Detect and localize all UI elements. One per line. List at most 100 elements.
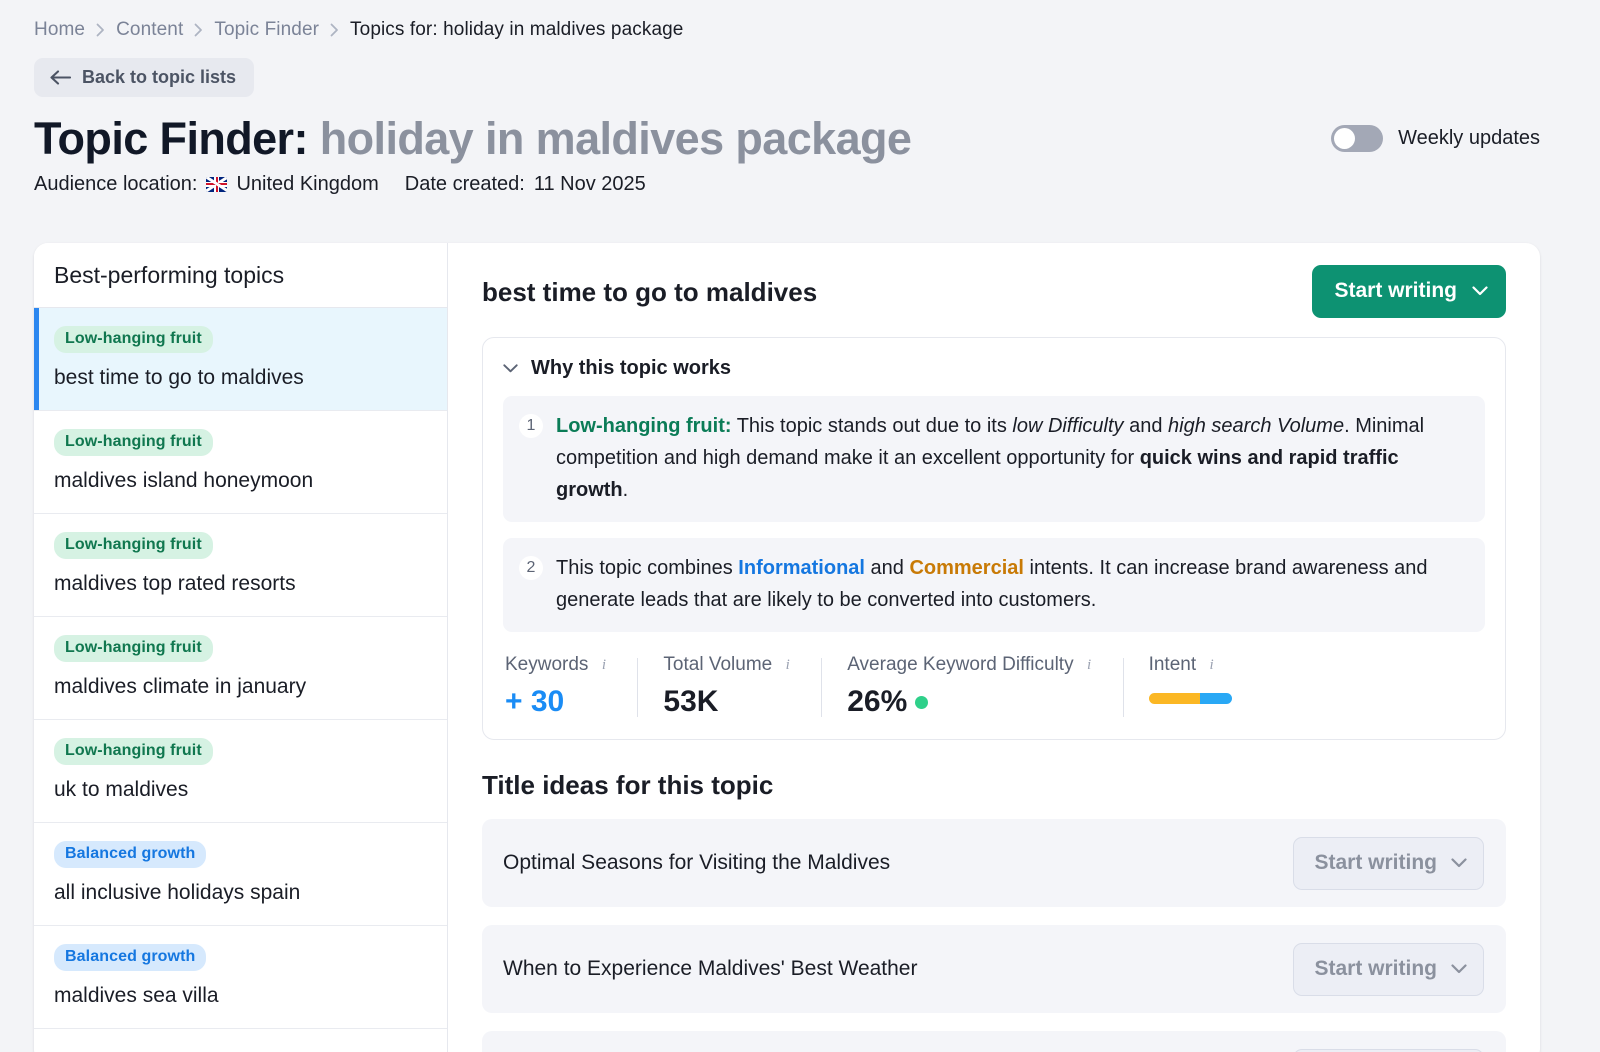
difficulty-status-dot xyxy=(915,695,929,709)
intent-segment-informational xyxy=(1148,693,1201,704)
info-icon[interactable]: i xyxy=(1086,656,1092,673)
info-icon[interactable]: i xyxy=(601,656,606,673)
metric-value: + 30 xyxy=(505,685,565,718)
topic-name: best time to go to maldives xyxy=(54,366,304,389)
breadcrumb-item-home[interactable]: Home xyxy=(34,19,86,40)
metric-value-wrap: 26% xyxy=(847,685,1096,719)
reason-part: . Minimal competition and high demand ma… xyxy=(556,415,1425,469)
chevron-right-icon xyxy=(194,23,203,37)
info-icon[interactable]: i xyxy=(1209,656,1214,673)
topic-name: maldives sea villa xyxy=(54,984,219,1007)
sidebar-topic-item[interactable]: Low-hanging fruit maldives top rated res… xyxy=(34,514,447,617)
reason-part: . xyxy=(622,479,629,501)
date-created: Date created: 11 Nov 2025 xyxy=(405,173,646,196)
title-row: Topic Finder: holiday in maldives packag… xyxy=(34,115,1566,163)
breadcrumb-item-topic-finder[interactable]: Topic Finder xyxy=(214,19,320,40)
chevron-right-icon xyxy=(330,23,339,37)
breadcrumb: Home Content Topic Finder Topics for: ho… xyxy=(34,0,1566,41)
title-idea-row: Start writing xyxy=(482,1031,1506,1052)
reason-part: and xyxy=(864,557,910,579)
chevron-right-icon xyxy=(96,23,105,37)
arrow-left-icon xyxy=(50,70,71,85)
metrics-row: Keywords i + 30 Total Volume i 53K xyxy=(503,654,1485,719)
page-title: Topic Finder: holiday in maldives packag… xyxy=(34,113,912,164)
chevron-down-icon xyxy=(1451,857,1467,868)
metric-label-text: Total Volume xyxy=(663,654,773,675)
topic-name: maldives island honeymoon xyxy=(54,469,314,492)
audience-location-label: Audience location: xyxy=(34,172,198,195)
back-to-topic-lists-button[interactable]: Back to topic lists xyxy=(34,58,255,97)
title-idea-text: Optimal Seasons for Visiting the Maldive… xyxy=(503,851,891,874)
selected-topic-title: best time to go to maldives xyxy=(482,277,818,307)
reason-part-bold: quick wins and rapid traffic growth xyxy=(556,447,1399,501)
sidebar-topic-item[interactable]: Low-hanging fruit maldives island honeym… xyxy=(34,411,447,514)
topic-name: all inclusive holidays spain xyxy=(54,881,301,904)
reason-part-italic: low Difficulty xyxy=(1012,415,1124,437)
start-writing-label: Start writing xyxy=(1314,850,1437,874)
reason-text: Low-hanging fruit: This topic stands out… xyxy=(556,410,1467,506)
status-badge: Low-hanging fruit xyxy=(54,635,213,662)
toggle-knob xyxy=(1334,128,1356,150)
start-writing-button[interactable]: Start writing xyxy=(1293,942,1484,996)
metric-label-text: Keywords xyxy=(505,654,589,675)
sidebar-topic-item[interactable]: Low-hanging fruit maldives climate in ja… xyxy=(34,617,447,720)
reason-part: This topic stands out due to its xyxy=(731,415,1013,437)
start-writing-button[interactable]: Start writing xyxy=(1293,1048,1484,1052)
status-badge: Low-hanging fruit xyxy=(54,326,213,353)
info-icon[interactable]: i xyxy=(785,656,790,673)
start-writing-button[interactable]: Start writing xyxy=(1312,265,1506,318)
date-created-value: 11 Nov 2025 xyxy=(533,172,646,195)
metric-label-text: Intent xyxy=(1148,654,1197,675)
status-badge: Low-hanging fruit xyxy=(54,532,213,559)
chevron-down-icon xyxy=(503,364,518,373)
metric-label: Average Keyword Difficulty i xyxy=(847,654,1096,676)
weekly-updates-toggle[interactable] xyxy=(1331,125,1384,153)
topic-name: maldives top rated resorts xyxy=(54,572,296,595)
status-badge: Balanced growth xyxy=(54,841,207,868)
reason-highlight-low-hanging-fruit: Low-hanging fruit: xyxy=(556,415,732,437)
page-title-keyword: holiday in maldives package xyxy=(319,113,912,164)
start-writing-label: Start writing xyxy=(1334,279,1457,302)
uk-flag-icon xyxy=(206,176,228,192)
intent-distribution-bar xyxy=(1148,693,1232,704)
sidebar-topic-item[interactable]: Balanced growth maldives sea villa xyxy=(34,926,447,1029)
sidebar-topic-item[interactable]: Low-hanging fruit uk to maldives xyxy=(34,720,447,823)
date-created-label: Date created: xyxy=(404,172,525,195)
reason-text: This topic combines Informational and Co… xyxy=(556,552,1467,616)
weekly-updates-label: Weekly updates xyxy=(1398,127,1540,150)
title-ideas-heading: Title ideas for this topic xyxy=(482,770,774,800)
status-badge: Balanced growth xyxy=(54,944,207,971)
why-this-topic-works-panel: Why this topic works 1 Low-hanging fruit… xyxy=(482,337,1506,740)
reason-item: 1 Low-hanging fruit: This topic stands o… xyxy=(503,396,1485,522)
metric-label: Total Volume i xyxy=(663,654,795,676)
metric-label: Keywords i xyxy=(505,654,611,676)
start-writing-label: Start writing xyxy=(1314,956,1437,980)
breadcrumb-item-content[interactable]: Content xyxy=(116,19,184,40)
reason-part: and xyxy=(1123,415,1169,437)
title-idea-row: When to Experience Maldives' Best Weathe… xyxy=(482,925,1506,1013)
start-writing-button[interactable]: Start writing xyxy=(1293,836,1484,890)
reason-part: intents. It can increase brand awareness… xyxy=(556,557,1428,611)
page-title-prefix: Topic Finder: xyxy=(34,113,308,164)
weekly-updates-control: Weekly updates xyxy=(1331,125,1566,153)
topic-detail-pane: best time to go to maldives Start writin… xyxy=(448,243,1540,1052)
reason-item: 2 This topic combines Informational and … xyxy=(503,538,1485,632)
metric-keywords: Keywords i + 30 xyxy=(503,654,637,719)
metric-value: 26% xyxy=(847,685,908,718)
why-panel-header[interactable]: Why this topic works xyxy=(503,357,1485,380)
metric-total-volume: Total Volume i 53K xyxy=(637,654,821,719)
reason-number: 1 xyxy=(519,414,543,438)
topic-name: maldives climate in january xyxy=(54,675,307,698)
reason-highlight-commercial: Commercial xyxy=(909,557,1024,579)
page-meta: Audience location: United Kingdom Date c… xyxy=(34,173,1566,196)
metric-average-keyword-difficulty: Average Keyword Difficulty i 26% xyxy=(821,654,1122,719)
metric-label-text: Average Keyword Difficulty xyxy=(847,654,1074,675)
sidebar-topic-item[interactable]: Balanced growth all inclusive holidays s… xyxy=(34,823,447,926)
reason-number: 2 xyxy=(519,556,543,580)
why-panel-heading: Why this topic works xyxy=(531,357,732,379)
main-card: Best-performing topics Low-hanging fruit… xyxy=(34,243,1540,1052)
metric-value: 53K xyxy=(663,685,719,718)
sidebar-topic-item[interactable]: Low-hanging fruit best time to go to mal… xyxy=(34,308,447,411)
breadcrumb-item-current: Topics for: holiday in maldives package xyxy=(350,19,684,40)
